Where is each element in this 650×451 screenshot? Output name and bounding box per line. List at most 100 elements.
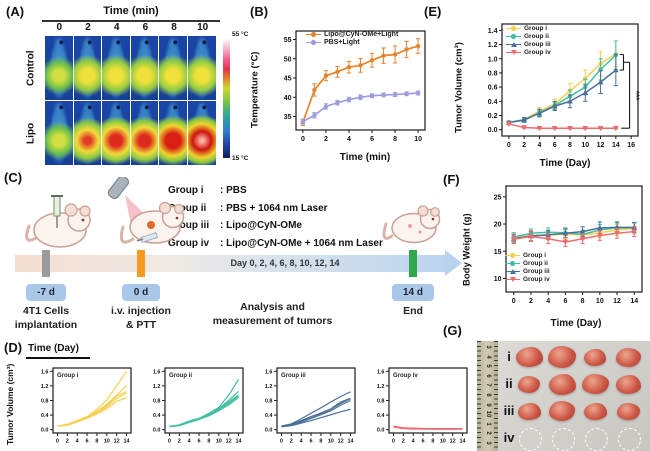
series-line-1 <box>281 391 351 427</box>
svg-text:12: 12 <box>613 298 621 305</box>
temperature-colorbar <box>223 38 230 158</box>
group-definition: Group iv: Lipo@CyN-OMe + 1064 nm Laser <box>168 235 383 253</box>
svg-text:12: 12 <box>114 439 120 445</box>
legend-item: Group iii <box>505 268 550 275</box>
panel-a-label: (A) <box>6 4 25 19</box>
timeline-marker-end <box>409 250 417 277</box>
temperature-x-axis-label: Time (min) <box>339 152 391 163</box>
svg-text:2: 2 <box>324 136 328 143</box>
svg-text:25: 25 <box>494 194 502 201</box>
svg-text:2: 2 <box>66 439 69 445</box>
colorbar-max-label: 55 °C <box>232 31 249 38</box>
no-tumor-circle <box>584 427 608 451</box>
series-line-3 <box>169 394 239 428</box>
thermal-row-lipo <box>45 101 217 165</box>
panel-d-y-axis-label: Tumor Volume (cm³) <box>5 363 15 445</box>
thermal-time-ticks: 0 2 4 6 8 10 <box>45 22 217 33</box>
group-name: Group i <box>168 185 204 197</box>
chart-e-legend: Group i Group ii Group iii Group iv <box>506 25 551 56</box>
svg-text:8: 8 <box>431 439 434 445</box>
timeline-badge-minus7d: -7 d <box>26 284 66 301</box>
svg-text:6: 6 <box>422 439 425 445</box>
thermal-image <box>159 101 187 165</box>
excised-tumor <box>584 348 606 366</box>
series-Group iii <box>506 53 619 125</box>
legend-swatch <box>506 26 521 32</box>
legend-item: Group iv <box>505 276 550 283</box>
thermal-time-tick: 8 <box>171 22 177 33</box>
svg-text:0: 0 <box>56 439 59 445</box>
legend-swatch <box>505 268 520 275</box>
svg-text:14: 14 <box>235 439 242 445</box>
legend-label: Group i <box>524 25 548 32</box>
series-line-4 <box>57 392 127 427</box>
svg-text:0: 0 <box>507 142 511 149</box>
svg-text:1.2: 1.2 <box>153 384 161 390</box>
legend-item: Group i <box>505 252 550 259</box>
group-name: Group iii <box>168 220 210 232</box>
svg-text:1.6: 1.6 <box>153 369 161 375</box>
svg-text:4: 4 <box>188 439 192 445</box>
chart-group-ii-individual: 0 2 4 6 8 10 12 14 0.0 0.4 0.8 1.2 1.6 Group ii <box>153 367 244 445</box>
svg-text:1.2: 1.2 <box>377 384 385 390</box>
thermal-image <box>187 36 216 100</box>
timeline-bar <box>15 255 445 272</box>
legend-label: Group i <box>523 252 547 259</box>
svg-text:0.2: 0.2 <box>488 113 498 120</box>
svg-text:4: 4 <box>537 142 541 149</box>
chart-b-legend: Lipo@CyN-OMe+Light PBS+Light <box>306 31 398 46</box>
thermal-image <box>45 36 73 100</box>
svg-text:14: 14 <box>630 298 638 305</box>
legend-label: Lipo@CyN-OMe+Light <box>324 31 399 38</box>
subplot-title: Group iii <box>281 373 306 379</box>
ruler-number: 3 <box>485 441 491 445</box>
mouse-end-illustration <box>382 205 441 244</box>
legend-item: Group i <box>506 25 551 32</box>
thermal-image <box>102 36 130 100</box>
series-line-2 <box>57 385 127 427</box>
legend-swatch <box>506 50 521 56</box>
legend-swatch <box>505 277 520 283</box>
body-weight-y-axis-label: Body Weight (g) <box>461 213 473 287</box>
timeline-marker-injection <box>137 250 145 277</box>
thermal-row-control <box>45 36 217 100</box>
group-definition: Group iii: Lipo@CyN-OMe <box>168 217 383 235</box>
caption-injection-line1: i.v. injection <box>111 305 171 317</box>
svg-text:1.6: 1.6 <box>41 369 49 375</box>
svg-text:10: 10 <box>581 142 589 149</box>
svg-text:0.6: 0.6 <box>488 85 498 92</box>
panel-b-label: (B) <box>250 4 269 19</box>
tumor-row-label-ii: ii <box>505 376 513 391</box>
chart-group-iii-individual: 0 2 4 6 8 10 12 14 0.0 0.4 0.8 1.2 1.6 Group iii <box>265 367 356 445</box>
svg-text:40: 40 <box>284 95 292 102</box>
thermal-time-tick: 4 <box>113 22 120 33</box>
svg-text:0.0: 0.0 <box>265 428 273 434</box>
body-weight-x-axis-label: Time (Day) <box>550 318 602 329</box>
svg-text:50: 50 <box>284 56 292 63</box>
legend-swatch <box>306 32 321 38</box>
ruler-number: 5 <box>485 364 491 368</box>
group-name: Group ii <box>168 202 207 214</box>
svg-text:2: 2 <box>290 439 293 445</box>
svg-text:6: 6 <box>198 439 201 445</box>
svg-text:6: 6 <box>370 136 374 143</box>
chart-body-weight: 0 2 4 6 8 10 12 14 10 15 20 25 <box>494 185 643 305</box>
legend-swatch <box>505 261 520 267</box>
legend-label: Group ii <box>524 33 549 40</box>
legend-label: Group ii <box>523 260 548 267</box>
panel-e-label: (E) <box>424 4 442 19</box>
ruler: 3 4 5 6 7 8 9 10 1 2 3 <box>477 341 498 451</box>
svg-text:20: 20 <box>494 222 502 229</box>
tumor-row-label-iv: iv <box>503 430 515 445</box>
svg-text:2: 2 <box>402 439 405 445</box>
thermal-time-axis-title: Time (min) <box>103 5 159 17</box>
timeline-badge-0d: 0 d <box>122 284 160 301</box>
legend-label: Group iii <box>523 268 550 275</box>
tumor-row-label-i: i <box>507 349 511 364</box>
ruler-number: 3 <box>485 345 491 349</box>
series-line-5 <box>169 397 239 428</box>
subplot-title: Group i <box>57 373 79 379</box>
svg-text:8: 8 <box>319 439 322 445</box>
svg-text:10: 10 <box>494 276 502 283</box>
panel-g-label: (G) <box>443 323 462 338</box>
